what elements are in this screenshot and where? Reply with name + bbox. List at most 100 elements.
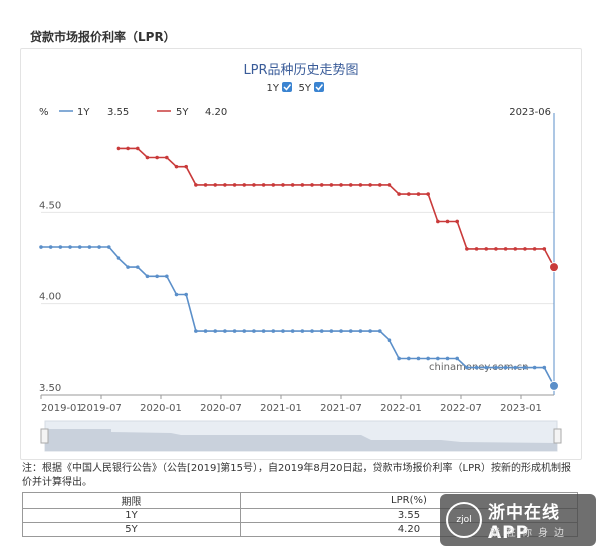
zoom-handle-right[interactable] [553,428,562,444]
data-point-5y[interactable] [542,247,547,251]
data-point-1y[interactable] [194,329,198,333]
data-point-1y[interactable] [465,365,469,370]
data-point-1y[interactable] [310,329,314,333]
data-point-1y[interactable] [329,329,334,333]
data-point-5y[interactable] [348,183,353,187]
data-point-1y[interactable] [58,245,63,249]
data-point-5y[interactable] [387,183,392,187]
data-point-1y[interactable] [174,292,179,297]
data-point-5y[interactable] [300,183,305,187]
data-point-1y[interactable] [503,365,508,370]
data-point-5y[interactable] [523,247,527,251]
data-point-5y[interactable] [116,146,121,151]
data-point-1y[interactable] [426,356,430,361]
data-point-5y[interactable] [126,146,130,151]
data-point-5y[interactable] [223,183,227,187]
data-point-1y[interactable] [213,329,218,333]
data-point-1y[interactable] [513,365,518,370]
data-point-5y[interactable] [281,183,285,187]
data-point-1y[interactable] [184,292,188,297]
data-point-5y[interactable] [310,183,314,187]
data-point-5y[interactable] [416,192,421,196]
zoom-handle-left[interactable] [40,428,49,444]
toggle-1y[interactable]: 1Y [267,82,292,94]
data-point-1y[interactable] [474,365,479,370]
data-point-5y[interactable] [184,164,188,169]
data-point-1y[interactable] [145,274,150,279]
data-point-1y[interactable] [319,329,324,333]
data-point-5y[interactable] [213,183,218,187]
data-point-1y[interactable] [397,356,401,361]
toggle-5y[interactable]: 5Y [299,82,324,94]
data-point-1y[interactable] [48,245,53,249]
data-point-1y[interactable] [135,265,140,269]
data-point-5y[interactable] [503,247,508,251]
data-point-1y[interactable] [368,329,372,333]
data-point-5y[interactable] [252,183,256,187]
data-point-1y[interactable] [494,365,498,370]
data-point-5y[interactable] [426,192,430,196]
data-point-1y[interactable] [377,329,382,333]
data-point-5y[interactable] [465,247,469,251]
data-point-1y[interactable] [106,245,111,249]
data-point-5y[interactable] [407,192,411,196]
checkbox-1y-icon[interactable] [282,82,292,92]
data-point-1y[interactable] [348,329,353,333]
data-point-1y[interactable] [549,380,559,391]
data-point-1y[interactable] [416,356,421,361]
data-point-5y[interactable] [203,183,208,187]
data-point-1y[interactable] [455,356,460,361]
data-point-1y[interactable] [87,245,92,249]
data-point-5y[interactable] [532,247,537,251]
data-point-5y[interactable] [242,183,247,187]
data-point-1y[interactable] [116,256,121,260]
data-point-1y[interactable] [126,265,130,269]
data-point-1y[interactable] [165,274,169,279]
data-point-5y[interactable] [445,219,450,224]
data-zoom-slider[interactable] [40,420,562,452]
data-point-1y[interactable] [339,329,343,333]
data-point-5y[interactable] [474,247,479,251]
data-point-1y[interactable] [97,245,101,249]
data-point-1y[interactable] [155,274,159,279]
data-point-5y[interactable] [436,219,440,224]
data-point-1y[interactable] [77,245,82,249]
data-point-1y[interactable] [300,329,305,333]
data-point-1y[interactable] [542,365,547,370]
data-point-5y[interactable] [145,155,150,160]
data-point-1y[interactable] [68,245,72,249]
data-point-5y[interactable] [271,183,276,187]
data-point-5y[interactable] [155,155,159,160]
data-point-5y[interactable] [174,164,179,169]
data-point-1y[interactable] [407,356,411,361]
data-point-5y[interactable] [494,247,498,251]
data-point-5y[interactable] [397,192,401,196]
checkbox-5y-icon[interactable] [314,82,324,92]
data-point-5y[interactable] [455,219,460,224]
data-point-5y[interactable] [290,183,295,187]
data-point-1y[interactable] [358,329,363,333]
data-point-1y[interactable] [242,329,247,333]
data-point-5y[interactable] [319,183,324,187]
data-point-1y[interactable] [261,329,266,333]
data-point-5y[interactable] [484,247,489,251]
data-point-1y[interactable] [281,329,285,333]
data-point-5y[interactable] [329,183,334,187]
data-point-5y[interactable] [194,183,198,187]
data-point-1y[interactable] [203,329,208,333]
data-point-1y[interactable] [271,329,276,333]
data-point-1y[interactable] [223,329,227,333]
data-point-5y[interactable] [165,155,169,160]
data-point-1y[interactable] [252,329,256,333]
data-point-1y[interactable] [39,245,43,249]
data-point-1y[interactable] [387,338,392,343]
data-point-5y[interactable] [261,183,266,187]
data-point-5y[interactable] [339,183,343,187]
data-point-1y[interactable] [232,329,237,333]
data-point-5y[interactable] [513,247,518,251]
data-point-5y[interactable] [135,146,140,151]
data-point-5y[interactable] [232,183,237,187]
data-point-5y[interactable] [358,183,363,187]
data-point-1y[interactable] [290,329,295,333]
data-point-5y[interactable] [549,262,559,273]
